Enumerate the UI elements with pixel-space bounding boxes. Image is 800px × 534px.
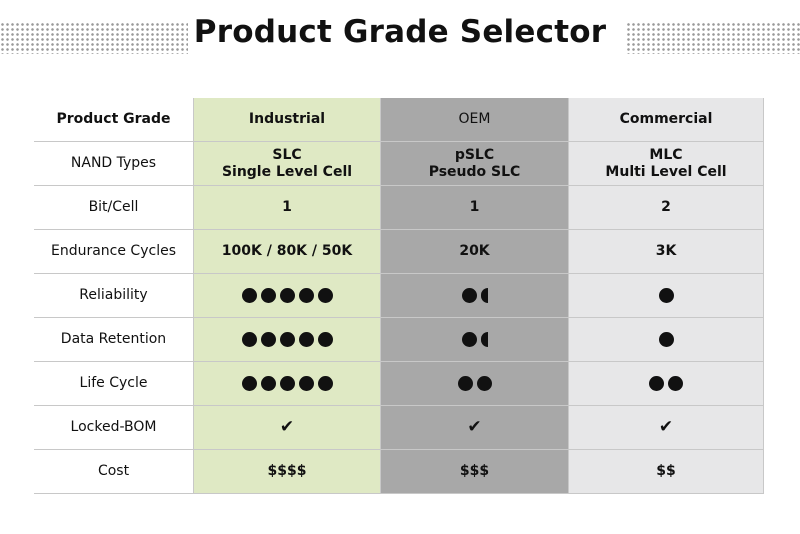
rating-dots (457, 376, 492, 391)
life-cycle-commercial (569, 362, 764, 406)
dot-pattern-right (626, 22, 800, 54)
nand-oem: pSLC Pseudo SLC (381, 142, 569, 186)
rating-half-dot-icon (480, 288, 488, 303)
rating-dot-icon (298, 332, 314, 347)
rating-dot-icon (279, 376, 295, 391)
rating-dot-icon (317, 288, 333, 303)
life-cycle-oem (381, 362, 569, 406)
reliability-oem (381, 274, 569, 318)
rating-dot-icon (279, 332, 295, 347)
endurance-oem: 20K (381, 230, 569, 274)
row-label-data-retention: Data Retention (34, 318, 194, 362)
rating-half-dot-icon (480, 332, 488, 347)
cost-oem: $$$ (381, 450, 569, 494)
bit-cell-oem: 1 (381, 186, 569, 230)
rating-dot-icon (241, 288, 257, 303)
endurance-commercial: 3K (569, 230, 764, 274)
row-label-cost: Cost (34, 450, 194, 494)
life-cycle-industrial (194, 362, 381, 406)
rating-dot-icon (476, 376, 492, 391)
locked-bom-commercial: ✔ (569, 406, 764, 450)
rating-dot-icon (260, 332, 276, 347)
endurance-industrial: 100K / 80K / 50K (194, 230, 381, 274)
row-label-endurance: Endurance Cycles (34, 230, 194, 274)
cost-commercial: $$ (569, 450, 764, 494)
rating-dot-icon (668, 376, 683, 391)
check-icon: ✔ (467, 417, 482, 437)
nand-commercial-desc: Multi Level Cell (605, 163, 727, 180)
bit-cell-commercial: 2 (569, 186, 764, 230)
nand-oem-desc: Pseudo SLC (428, 163, 521, 180)
retention-industrial (194, 318, 381, 362)
retention-oem (381, 318, 569, 362)
rating-dots (658, 288, 674, 303)
row-label-life-cycle: Life Cycle (34, 362, 194, 406)
row-label-product-grade: Product Grade (34, 98, 194, 142)
rating-dot-icon (461, 288, 477, 303)
rating-dot-icon (317, 332, 333, 347)
rating-dots (461, 332, 488, 347)
rating-dots (649, 376, 683, 391)
rating-dot-icon (658, 288, 674, 303)
nand-industrial: SLC Single Level Cell (194, 142, 381, 186)
rating-dots (658, 332, 674, 347)
row-label-bit-cell: Bit/Cell (34, 186, 194, 230)
rating-dot-icon (649, 376, 664, 391)
rating-dot-icon (461, 332, 477, 347)
nand-oem-type: pSLC (454, 146, 495, 163)
locked-bom-oem: ✔ (381, 406, 569, 450)
row-label-reliability: Reliability (34, 274, 194, 318)
rating-dots (241, 376, 333, 391)
rating-dots (461, 288, 488, 303)
page-title: Product Grade Selector (193, 14, 607, 50)
nand-commercial-type: MLC (649, 146, 683, 163)
dot-pattern-left (0, 22, 188, 54)
nand-industrial-desc: Single Level Cell (221, 163, 353, 180)
reliability-commercial (569, 274, 764, 318)
check-icon: ✔ (658, 417, 674, 437)
rating-dot-icon (241, 376, 257, 391)
rating-dots (241, 332, 333, 347)
column-header-industrial: Industrial (194, 98, 381, 142)
row-label-nand-types: NAND Types (34, 142, 194, 186)
retention-commercial (569, 318, 764, 362)
rating-dot-icon (279, 288, 295, 303)
grade-table: Product Grade Industrial OEM Commercial … (34, 98, 764, 494)
rating-dots (241, 288, 333, 303)
reliability-industrial (194, 274, 381, 318)
column-header-oem: OEM (381, 98, 569, 142)
cost-industrial: $$$$ (194, 450, 381, 494)
rating-dot-icon (260, 376, 276, 391)
nand-industrial-type: SLC (272, 146, 302, 163)
rating-dot-icon (298, 376, 314, 391)
rating-dot-icon (317, 376, 333, 391)
check-icon: ✔ (279, 417, 295, 437)
bit-cell-industrial: 1 (194, 186, 381, 230)
rating-dot-icon (260, 288, 276, 303)
rating-dot-icon (457, 376, 473, 391)
nand-commercial: MLC Multi Level Cell (569, 142, 764, 186)
rating-dot-icon (241, 332, 257, 347)
column-header-commercial: Commercial (569, 98, 764, 142)
rating-dot-icon (298, 288, 314, 303)
locked-bom-industrial: ✔ (194, 406, 381, 450)
rating-dot-icon (658, 332, 674, 347)
row-label-locked-bom: Locked-BOM (34, 406, 194, 450)
